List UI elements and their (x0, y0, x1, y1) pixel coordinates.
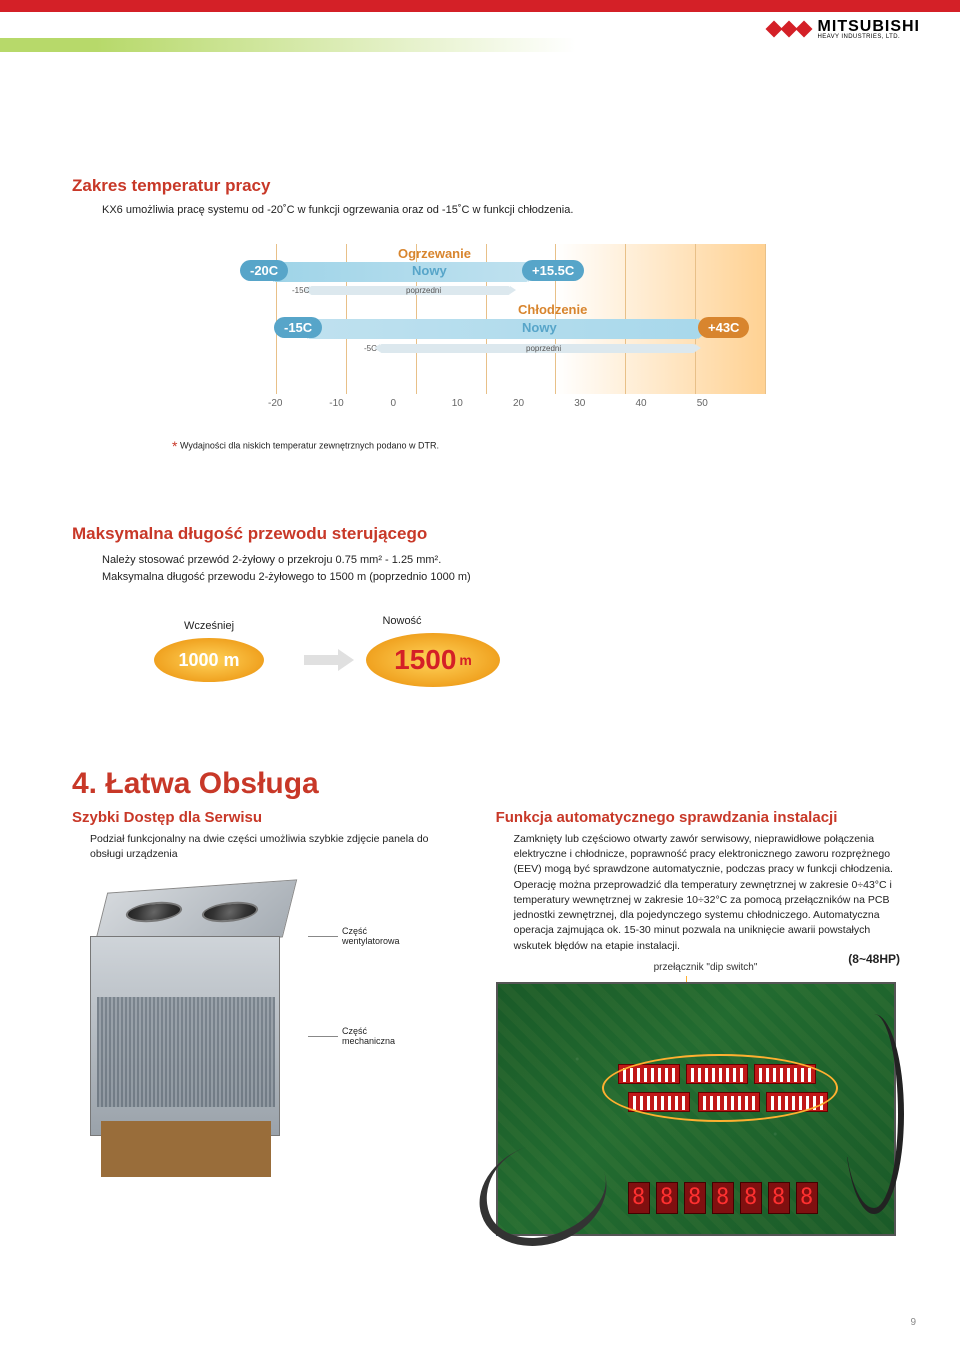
callout-mech: Część mechaniczna (308, 1026, 400, 1046)
cooling-prev: poprzedni (526, 344, 561, 353)
sec1-footnote: * Wydajności dla niskich temperatur zewn… (172, 438, 900, 454)
heating-prev: poprzedni (406, 286, 441, 295)
tick: 10 (452, 398, 521, 409)
sec2-l2: Maksymalna długość przewodu 2-żyłowego t… (102, 569, 900, 586)
tick: 30 (574, 398, 643, 409)
sec2-l1: Należy stosować przewód 2-żyłowy o przek… (102, 552, 900, 569)
new-ellipse: 1500m (366, 633, 500, 687)
tick: 40 (636, 398, 705, 409)
arrow-icon (304, 649, 354, 671)
sec1-sub: KX6 umożliwia pracę systemu od -20˚C w f… (102, 204, 900, 216)
unit-illustration: Część wentylatorowa Część mechaniczna (90, 886, 462, 1146)
pill-m15: -15C (274, 317, 322, 338)
sec4-left-desc: Podział funkcjonalny na dwie części umoż… (90, 832, 462, 862)
sec4-right-title: Funkcja automatycznego sprawdzania insta… (496, 809, 900, 826)
tick: -20 (268, 398, 337, 409)
pill-m20: -20C (240, 260, 288, 281)
pill-p43: +43C (698, 317, 749, 338)
tick: -10 (329, 398, 398, 409)
tick: 0 (391, 398, 460, 409)
brand-sub: HEAVY INDUSTRIES, LTD. (818, 34, 900, 40)
heating-label: Ogrzewanie (398, 246, 471, 261)
sec4-heading: 4. Łatwa Obsługa (72, 767, 900, 801)
sec4-right-desc: Zamknięty lub częściowo otwarty zawór se… (514, 832, 900, 954)
pill-p155: +15.5C (522, 260, 584, 281)
tick: 50 (697, 398, 766, 409)
cooling-new: Nowy (522, 320, 557, 335)
lbl-m15s: -15C (292, 286, 309, 295)
sec4-left-title: Szybki Dostęp dla Serwisu (72, 809, 462, 826)
tick: 20 (513, 398, 582, 409)
prev-label: Wcześniej (184, 620, 234, 632)
brand-logo: MITSUBISHI HEAVY INDUSTRIES, LTD. (768, 18, 920, 40)
cooling-label: Chłodzenie (518, 302, 587, 317)
length-compare: Wcześniej 1000 m Nowość 1500m (154, 615, 900, 687)
sec1-title: Zakres temperatur pracy (72, 176, 900, 196)
sec2-title: Maksymalna długość przewodu sterującego (72, 524, 900, 544)
page-number: 9 (910, 1317, 916, 1328)
pcb-photo: 888 8888 (496, 982, 896, 1236)
heating-new: Nowy (412, 263, 447, 278)
lbl-m5: -5C (364, 344, 377, 353)
callout-fan: Część wentylatorowa (308, 926, 400, 946)
temperature-chart: -20 -10 0 10 20 30 40 50 Ogrzewanie Nowy… (206, 244, 766, 424)
new-label: Nowość (382, 615, 421, 627)
prev-ellipse: 1000 m (154, 638, 264, 682)
dip-switch-label: przełącznik "dip switch" (654, 962, 758, 973)
